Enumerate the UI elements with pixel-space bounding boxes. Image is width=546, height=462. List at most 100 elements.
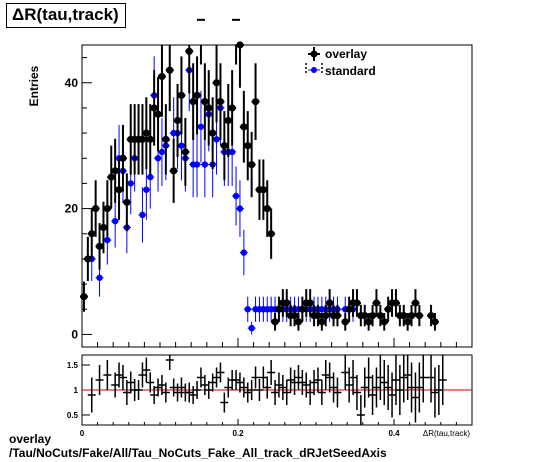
overlay-marker	[216, 98, 225, 106]
overlay-point	[177, 56, 186, 135]
overlay-marker	[322, 311, 330, 320]
overlay-point	[321, 304, 330, 327]
overlay-point	[83, 236, 92, 281]
overlay-marker	[170, 167, 178, 175]
ratio-point	[271, 380, 280, 405]
overlay-marker	[158, 72, 166, 81]
overlay-point	[352, 289, 361, 317]
overlay-marker	[123, 198, 131, 206]
overlay-point	[118, 124, 127, 192]
ratio-point	[161, 382, 170, 403]
ratio-point	[434, 365, 443, 415]
standard-point	[235, 180, 244, 237]
overlay-point	[415, 304, 424, 327]
overlay-marker	[107, 173, 115, 181]
overlay-marker	[368, 311, 377, 320]
overlay-marker	[318, 318, 326, 326]
standard-point	[111, 194, 120, 248]
standard-marker	[178, 142, 185, 149]
standard-marker	[201, 161, 209, 168]
standard-point	[196, 90, 205, 163]
ratio-point	[111, 372, 120, 398]
overlay-point	[294, 313, 303, 331]
ratio-point	[157, 375, 166, 395]
overlay-point	[193, 56, 202, 135]
y-tick-label: 0	[71, 327, 78, 341]
overlay-point	[235, 41, 244, 88]
overlay-marker	[95, 242, 104, 250]
overlay-marker	[326, 299, 334, 307]
overlay-point	[263, 180, 272, 237]
standard-marker	[111, 217, 119, 225]
ratio-point	[356, 395, 365, 425]
legend: overlay standard	[305, 47, 376, 78]
overlay-marker	[314, 311, 322, 320]
legend-standard-label: standard	[325, 64, 376, 78]
overlay-marker	[271, 318, 279, 326]
overlay-point	[208, 97, 217, 169]
ratio-point	[95, 365, 104, 395]
overlay-point	[430, 313, 439, 331]
standard-marker	[236, 205, 244, 212]
ratio-point	[173, 383, 182, 402]
ratio-point	[204, 381, 213, 399]
overlay-point	[181, 117, 190, 186]
overlay-point	[142, 97, 151, 169]
overlay-point	[298, 296, 307, 322]
ratio-point	[278, 375, 287, 400]
standard-marker	[248, 324, 255, 332]
overlay-marker	[166, 66, 174, 74]
overlay-marker	[146, 135, 154, 143]
y-tick-label: 40	[65, 76, 79, 90]
overlay-marker	[212, 79, 221, 87]
standard-marker	[240, 249, 248, 256]
ratio-point	[438, 355, 447, 405]
overlay-point	[99, 201, 108, 254]
standard-marker	[213, 136, 220, 143]
series-standard	[87, 45, 358, 335]
overlay-marker	[173, 116, 182, 125]
standard-point	[247, 321, 256, 335]
overlay-marker	[380, 318, 388, 326]
overlay-marker	[275, 305, 283, 313]
overlay-point	[161, 104, 170, 175]
standard-marker	[154, 155, 162, 162]
overlay-point	[220, 111, 229, 181]
overlay-marker	[251, 98, 260, 106]
main-frame	[81, 44, 473, 348]
overlay-marker	[142, 129, 150, 137]
overlay-point	[232, 18, 241, 65]
overlay-point	[196, 18, 205, 65]
overlay-point	[403, 313, 412, 331]
ratio-point	[224, 377, 233, 398]
ratio-point	[317, 380, 326, 405]
ratio-point	[146, 372, 155, 393]
ratio-point	[232, 370, 241, 390]
ratio-axes: 0.5 1 1.5 0 0.2 0.4	[67, 361, 473, 438]
overlay-marker	[400, 311, 408, 320]
overlay-point	[380, 313, 389, 331]
overlay-marker	[333, 311, 342, 320]
overlay-marker	[361, 311, 369, 320]
overlay-point	[169, 138, 178, 203]
ratio-point	[415, 362, 424, 413]
ratio-point	[313, 367, 322, 393]
overlay-marker	[306, 299, 314, 307]
overlay-marker	[205, 104, 213, 112]
ratio-y-tick-label: 1	[74, 386, 79, 395]
standard-point	[157, 117, 166, 186]
overlay-marker	[88, 230, 96, 238]
ratio-point	[118, 365, 127, 390]
ratio-point	[329, 372, 338, 403]
overlay-marker	[189, 98, 197, 106]
overlay-point	[251, 63, 260, 141]
ratio-point	[193, 381, 202, 399]
standard-marker	[197, 123, 205, 130]
overlay-marker	[415, 311, 423, 320]
overlay-marker	[150, 104, 158, 112]
overlay-marker	[115, 186, 123, 194]
overlay-marker	[248, 160, 256, 169]
standard-point	[243, 296, 252, 322]
ratio-point	[177, 377, 186, 398]
ratio-point	[298, 370, 307, 395]
